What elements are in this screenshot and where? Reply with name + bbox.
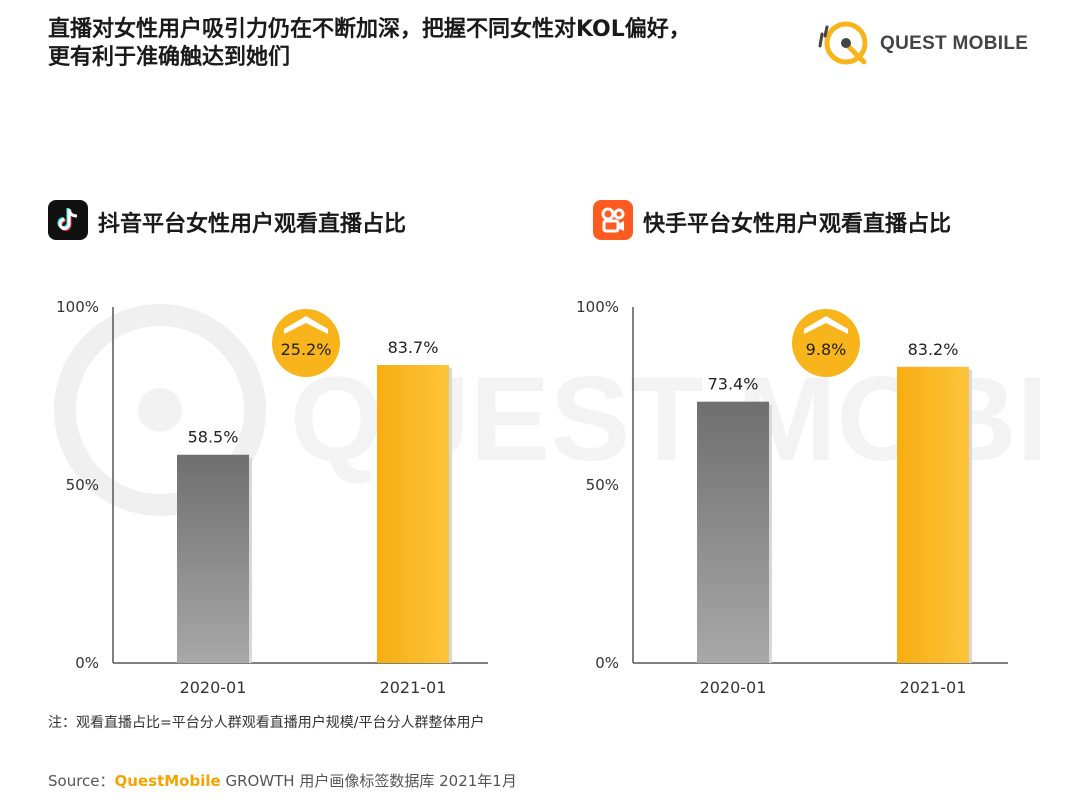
y-tick-label: 100%: [576, 298, 619, 316]
bar-value-label: 73.4%: [708, 375, 759, 394]
bar-value-label: 83.7%: [388, 338, 439, 357]
x-tick-label: 2021-01: [380, 678, 447, 697]
growth-badge: [792, 309, 860, 377]
source-line: Source：QuestMobile GROWTH 用户画像标签数据库 2021…: [48, 770, 517, 791]
growth-badge: [272, 309, 340, 377]
bar-value-label: 58.5%: [188, 428, 239, 447]
y-tick-label: 50%: [586, 476, 619, 494]
bar: [377, 365, 449, 663]
y-tick-label: 100%: [56, 298, 99, 316]
kuaishou-panel-header: 快手平台女性用户观看直播占比: [593, 200, 1053, 244]
x-tick-label: 2020-01: [180, 678, 247, 697]
x-tick-label: 2020-01: [700, 678, 767, 697]
questmobile-logo-icon: [818, 21, 868, 65]
y-tick-label: 0%: [595, 654, 619, 672]
kuaishou-logo-icon: [593, 200, 633, 240]
y-tick-label: 0%: [75, 654, 99, 672]
bar-value-label: 83.2%: [908, 340, 959, 359]
douyin-logo-icon: [48, 200, 88, 240]
bar: [897, 366, 969, 663]
kuaishou-bar-chart: 0% 50% 100% 73.4% 2020-01 83.2% 2021-01 9.8%: [576, 298, 1008, 697]
douyin-bar-chart: 0% 50% 100% 58.5% 2020-01 83.7% 2021-01 25.2%: [56, 298, 488, 697]
footnote: 注：观看直播占比=平台分人群观看直播用户规模/平台分人群整体用户: [48, 715, 485, 731]
growth-arrow-icon: [284, 316, 328, 334]
y-tick-label: 50%: [66, 476, 99, 494]
source-brand: QuestMobile: [114, 772, 221, 790]
douyin-chart-title: 抖音平台女性用户观看直播占比: [98, 212, 407, 237]
logo-text: QUEST MOBILE: [880, 33, 1029, 54]
source-detail: GROWTH 用户画像标签数据库 2021年1月: [220, 772, 517, 790]
title-line-1: 直播对女性用户吸引力仍在不断加深，把握不同女性对KOL偏好，: [48, 17, 691, 42]
douyin-panel-header: 抖音平台女性用户观看直播占比: [48, 200, 508, 244]
growth-label: 9.8%: [806, 340, 847, 359]
growth-arrow-icon: [804, 316, 848, 334]
source-prefix: Source：: [48, 772, 115, 790]
bar: [697, 401, 769, 663]
page-title: 直播对女性用户吸引力仍在不断加深，把握不同女性对KOL偏好， 更有利于准确触达到…: [48, 16, 828, 72]
bar: [177, 454, 249, 663]
questmobile-logo: QUEST MOBILE: [818, 16, 1048, 70]
growth-label: 25.2%: [281, 340, 332, 359]
kuaishou-chart-title: 快手平台女性用户观看直播占比: [643, 212, 952, 237]
title-line-2: 更有利于准确触达到她们: [48, 45, 291, 70]
x-tick-label: 2021-01: [900, 678, 967, 697]
